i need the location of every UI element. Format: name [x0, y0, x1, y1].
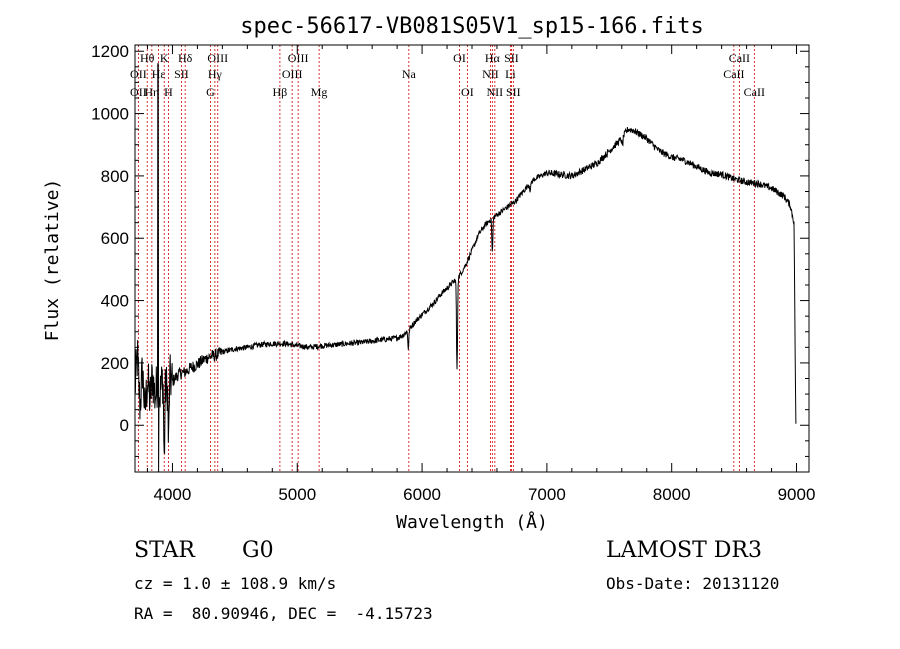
line-label: CaII — [744, 85, 765, 99]
line-label: Hγ — [208, 67, 223, 81]
spectrum-curve — [134, 63, 797, 473]
x-tick-label: 8000 — [653, 485, 691, 504]
survey-name: LAMOST DR3 — [606, 538, 762, 563]
y-tick-label: 1000 — [91, 105, 129, 124]
x-tick-label: 9000 — [778, 485, 816, 504]
line-label: OIII — [207, 51, 228, 65]
spectral-line-markers — [137, 45, 755, 472]
object-class: STAR — [134, 538, 195, 563]
line-label: CaII — [723, 67, 744, 81]
y-tick-label: 200 — [101, 354, 129, 373]
line-label: Na — [402, 67, 417, 81]
line-label: SII — [174, 67, 189, 81]
object-subclass: G0 — [242, 538, 274, 563]
x-tick-label: 5000 — [278, 485, 316, 504]
line-label: OII — [130, 85, 147, 99]
redshift-text: cz = 1.0 ± 108.9 km/s — [134, 574, 337, 593]
y-tick-label: 400 — [101, 292, 129, 311]
line-label: Hη — [144, 85, 159, 99]
plot-frame — [134, 44, 810, 473]
line-label: OI — [453, 51, 466, 65]
y-axis-label: Flux (relative) — [42, 179, 63, 342]
line-label: G — [206, 85, 215, 99]
chart-title: spec-56617-VB081S05V1_sp15-166.fits — [240, 14, 704, 39]
line-label: K — [160, 51, 169, 65]
line-label: OIII — [282, 67, 303, 81]
line-label: CaII — [729, 51, 750, 65]
y-tick-label: 600 — [101, 229, 129, 248]
line-label: OII — [130, 67, 147, 81]
line-label: Hα — [485, 51, 501, 65]
line-label: SII — [504, 51, 519, 65]
y-axis-ticks: 0 200 400 600 800 1000 1200 — [91, 42, 809, 457]
y-tick-label: 1200 — [91, 42, 129, 61]
line-label: Li — [505, 67, 516, 81]
line-label: SII — [506, 85, 521, 99]
x-tick-label: 6000 — [403, 485, 441, 504]
line-label: OI — [461, 85, 474, 99]
y-tick-label: 800 — [101, 167, 129, 186]
obs-date-text: Obs-Date: 20131120 — [606, 574, 780, 593]
x-tick-label: 7000 — [528, 485, 566, 504]
line-label: Hδ — [178, 51, 193, 65]
coordinates-text: RA = 80.90946, DEC = -4.15723 — [134, 604, 433, 623]
line-label: NII — [482, 67, 499, 81]
line-label: Hθ — [140, 51, 155, 65]
line-label: OIII — [288, 51, 309, 65]
x-axis-label: Wavelength (Å) — [396, 511, 548, 533]
y-tick-label: 0 — [120, 416, 129, 435]
line-label: Mg — [311, 85, 328, 99]
line-label: H — [164, 85, 173, 99]
x-axis-ticks: 4000 5000 6000 7000 8000 9000 — [146, 45, 816, 504]
x-tick-label: 4000 — [154, 485, 192, 504]
line-label: Hβ — [273, 85, 288, 99]
line-label: NII — [487, 85, 504, 99]
